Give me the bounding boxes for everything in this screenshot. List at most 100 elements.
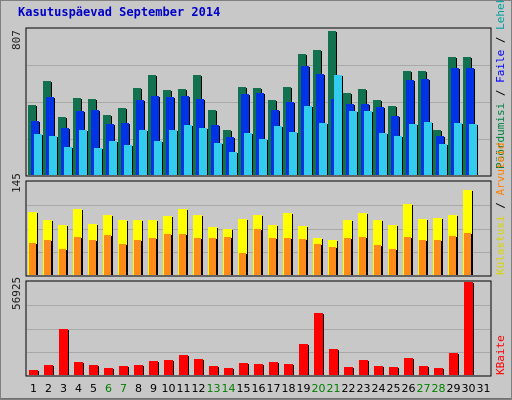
bar-hosts-day-13	[209, 238, 216, 275]
bar-kbytes-day-12	[194, 359, 203, 375]
bar-kbytes-day-22	[344, 367, 353, 375]
bar-hits-day-15	[238, 219, 247, 275]
x-tick-label-day-27: 27	[417, 382, 431, 395]
legend-entry: KBaite	[494, 335, 507, 375]
bar-files-day-10	[169, 130, 177, 175]
bar-files-day-21	[334, 75, 342, 175]
x-tick-label-day-13: 13	[207, 382, 221, 395]
x-tick-label-day-19: 19	[297, 382, 311, 395]
bar-kbytes-day-9	[149, 361, 158, 375]
bar-kbytes-day-20	[314, 313, 323, 375]
bar-kbytes-day-8	[134, 365, 143, 375]
bar-hosts-day-23	[359, 237, 366, 275]
bar-kbytes-day-17	[269, 362, 278, 375]
x-tick-label-day-2: 2	[45, 382, 52, 395]
bar-pages-day-29	[451, 68, 459, 175]
x-tick-label-day-28: 28	[432, 382, 446, 395]
bar-hosts-day-26	[404, 237, 411, 275]
bar-hosts-day-4	[74, 237, 81, 275]
bar-hosts-day-9	[149, 238, 156, 275]
bar-files-day-23	[364, 111, 372, 175]
bar-files-day-13	[214, 143, 222, 175]
bar-kbytes-day-16	[254, 364, 263, 375]
bar-kbytes-day-30	[464, 282, 473, 375]
bar-hosts-day-8	[134, 240, 141, 275]
bar-files-day-19	[304, 106, 312, 175]
panel-bottom-legend: KBaite	[494, 335, 507, 375]
bar-hosts-day-11	[179, 234, 186, 275]
bar-files-day-16	[259, 139, 267, 175]
bar-kbytes-day-24	[374, 366, 383, 375]
bar-hosts-day-27	[419, 240, 426, 275]
bar-files-day-26	[409, 124, 417, 175]
bar-files-day-29	[454, 123, 462, 175]
bar-kbytes-day-11	[179, 355, 188, 375]
bar-files-day-24	[379, 133, 387, 175]
panel-bottom-ymax-label: 56925	[10, 276, 23, 310]
bar-files-day-3	[64, 147, 72, 175]
x-tick-label-day-29: 29	[447, 382, 461, 395]
bar-kbytes-day-1	[29, 370, 38, 375]
bar-kbytes-day-21	[329, 349, 338, 375]
bar-hosts-day-25	[389, 249, 396, 275]
panel-middle-legend: Külastusi / Arvuteid	[494, 143, 507, 275]
bar-hosts-day-2	[44, 240, 51, 275]
bar-hosts-day-16	[254, 229, 261, 275]
bar-files-day-8	[139, 130, 147, 175]
x-tick-label-day-1: 1	[30, 382, 37, 395]
legend-entry: Külastusi	[494, 215, 507, 275]
panel-middle-ymax-label: 145	[10, 173, 23, 193]
x-tick-label-day-14: 14	[222, 382, 236, 395]
bar-hosts-day-28	[434, 240, 441, 275]
bar-kbytes-day-28	[434, 368, 443, 375]
panel-bottom-area	[25, 280, 492, 377]
bar-kbytes-day-18	[284, 364, 293, 375]
bar-hosts-day-12	[194, 238, 201, 275]
bar-files-day-9	[154, 141, 162, 175]
bar-hits-day-30	[463, 190, 472, 275]
bar-kbytes-day-13	[209, 366, 218, 375]
legend-entry: Faile	[494, 49, 507, 83]
bar-pages-day-5	[91, 110, 99, 175]
x-tick-label-day-17: 17	[267, 382, 281, 395]
bar-files-day-1	[34, 134, 42, 175]
bar-files-day-11	[184, 125, 192, 175]
bar-kbytes-day-15	[239, 363, 248, 375]
bar-hosts-day-17	[269, 238, 276, 275]
x-tick-label-day-10: 10	[162, 382, 176, 395]
bar-hosts-day-20	[314, 244, 321, 275]
bar-files-day-27	[424, 122, 432, 175]
bar-hosts-day-19	[299, 239, 306, 275]
x-tick-label-day-5: 5	[90, 382, 97, 395]
x-tick-label-day-12: 12	[192, 382, 206, 395]
x-tick-label-day-30: 30	[462, 382, 476, 395]
x-tick-label-day-25: 25	[387, 382, 401, 395]
bar-hosts-day-7	[119, 244, 126, 275]
bar-pages-day-9	[151, 96, 159, 175]
legend-entry: Arvuteid	[494, 142, 507, 196]
bar-kbytes-day-3	[59, 329, 68, 375]
bar-files-day-25	[394, 136, 402, 175]
x-tick-label-day-11: 11	[177, 382, 191, 395]
x-tick-label-day-24: 24	[372, 382, 386, 395]
legend-separator: /	[494, 29, 507, 50]
bar-kbytes-day-25	[389, 367, 398, 375]
bar-files-day-6	[109, 141, 117, 175]
bar-hosts-day-3	[59, 249, 66, 275]
x-tick-label-day-9: 9	[150, 382, 157, 395]
bar-files-day-12	[199, 128, 207, 175]
bar-hosts-day-24	[374, 245, 381, 275]
panel-top-ymax-label: 807	[10, 30, 23, 50]
x-tick-label-day-15: 15	[237, 382, 251, 395]
bar-files-day-2	[49, 136, 57, 175]
bar-hosts-day-18	[284, 238, 291, 275]
legend-entry: Lehekülgi	[494, 0, 507, 30]
x-tick-label-day-8: 8	[135, 382, 142, 395]
bar-kbytes-day-19	[299, 344, 308, 375]
bar-files-day-7	[124, 145, 132, 175]
bar-files-day-15	[244, 133, 252, 175]
bar-hosts-day-30	[464, 233, 471, 275]
bar-files-day-30	[469, 124, 477, 175]
bar-files-day-5	[94, 148, 102, 175]
bar-kbytes-day-27	[419, 366, 428, 375]
